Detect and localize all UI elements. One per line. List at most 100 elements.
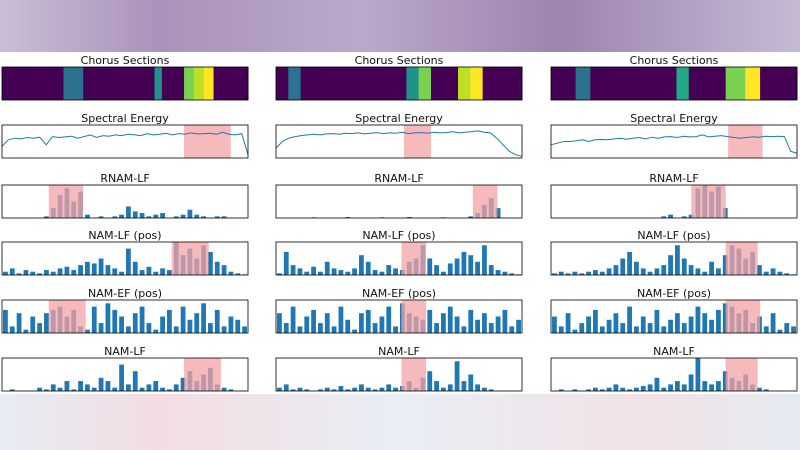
- chorus-segment: [184, 67, 195, 100]
- bar: [791, 326, 796, 333]
- bar: [23, 329, 29, 333]
- bar: [661, 265, 667, 275]
- bar: [502, 271, 508, 275]
- bar: [44, 389, 49, 391]
- bar: [688, 265, 694, 275]
- bar: [180, 214, 186, 218]
- bar: [688, 374, 694, 391]
- bar: [146, 384, 152, 391]
- bar: [427, 258, 433, 275]
- bar: [441, 387, 446, 391]
- bar: [112, 216, 118, 218]
- bar: [495, 316, 501, 333]
- bar: [352, 387, 357, 391]
- bar: [586, 389, 591, 391]
- bar: [112, 268, 118, 275]
- bar: [695, 268, 701, 275]
- bar: [194, 214, 200, 218]
- chorus-segment: [193, 67, 205, 100]
- bar: [365, 309, 371, 333]
- bar: [153, 381, 159, 391]
- panel-frame: [275, 66, 523, 101]
- panel-frame: [1, 124, 249, 159]
- bar: [338, 386, 344, 391]
- bar: [763, 271, 769, 275]
- bar: [214, 216, 220, 218]
- chorus-segment: [2, 67, 64, 100]
- panel-title: NAM-EF (pos): [362, 287, 436, 300]
- bar: [304, 316, 310, 333]
- panel: NAM-LF (pos): [1, 229, 249, 276]
- bar: [379, 271, 385, 275]
- bar: [228, 389, 234, 391]
- bar: [146, 266, 152, 275]
- bar: [579, 323, 585, 333]
- chorus-segment: [161, 67, 185, 100]
- bar: [695, 306, 701, 333]
- bar: [668, 319, 673, 333]
- bar: [359, 384, 364, 391]
- bar: [661, 216, 667, 218]
- bar: [661, 326, 667, 333]
- bar: [242, 326, 247, 333]
- bar: [716, 381, 721, 391]
- bar: [558, 389, 564, 391]
- panel-title: RNAM-LF: [649, 172, 698, 185]
- bar: [221, 387, 227, 391]
- panel-title: NAM-EF (pos): [637, 287, 711, 300]
- bar: [153, 271, 159, 275]
- bar: [365, 261, 371, 275]
- highlight-region: [184, 125, 231, 158]
- bar: [634, 387, 639, 391]
- bar: [119, 271, 124, 275]
- bar: [194, 313, 200, 333]
- bar: [757, 265, 762, 275]
- bar: [119, 364, 124, 391]
- chorus-segment: [300, 67, 407, 100]
- chorus-segment: [406, 67, 420, 100]
- chorus-segment: [676, 67, 690, 100]
- bar: [675, 313, 680, 333]
- bar: [235, 273, 241, 275]
- panel-frame: [1, 184, 249, 219]
- energy-line: [550, 134, 798, 154]
- bar: [447, 263, 453, 275]
- bar: [613, 313, 619, 333]
- bar: [640, 268, 646, 275]
- bar: [338, 306, 344, 333]
- bar: [71, 270, 77, 275]
- bar: [132, 313, 138, 333]
- chorus-segment: [276, 67, 289, 100]
- bar: [119, 316, 124, 333]
- bar: [447, 306, 453, 333]
- bar: [352, 268, 357, 275]
- bar: [702, 381, 708, 391]
- panel-title: NAM-LF: [653, 345, 695, 358]
- panel: NAM-EF (pos): [1, 287, 249, 334]
- bar: [482, 387, 487, 391]
- panel-frame: [550, 124, 798, 159]
- panel-title: NAM-LF: [378, 345, 420, 358]
- bar: [468, 309, 474, 333]
- bar: [552, 316, 557, 333]
- bar: [201, 303, 206, 333]
- blurred-band-bottom: [0, 394, 800, 450]
- bar: [613, 265, 619, 275]
- bar: [763, 326, 769, 333]
- bar: [132, 371, 138, 391]
- bar: [105, 381, 111, 391]
- bar: [634, 326, 639, 333]
- bar: [516, 319, 521, 333]
- bar: [331, 268, 337, 275]
- bar: [468, 374, 474, 391]
- panel: Spectral Energy: [550, 112, 798, 159]
- bar: [78, 265, 83, 275]
- bar: [434, 323, 439, 333]
- bar: [593, 387, 598, 391]
- bar: [654, 268, 660, 275]
- chorus-segment: [154, 67, 163, 100]
- highlight-region: [184, 358, 221, 391]
- panel-title: Spectral Energy: [81, 112, 169, 125]
- bar: [180, 377, 186, 391]
- highlight-region: [401, 358, 427, 391]
